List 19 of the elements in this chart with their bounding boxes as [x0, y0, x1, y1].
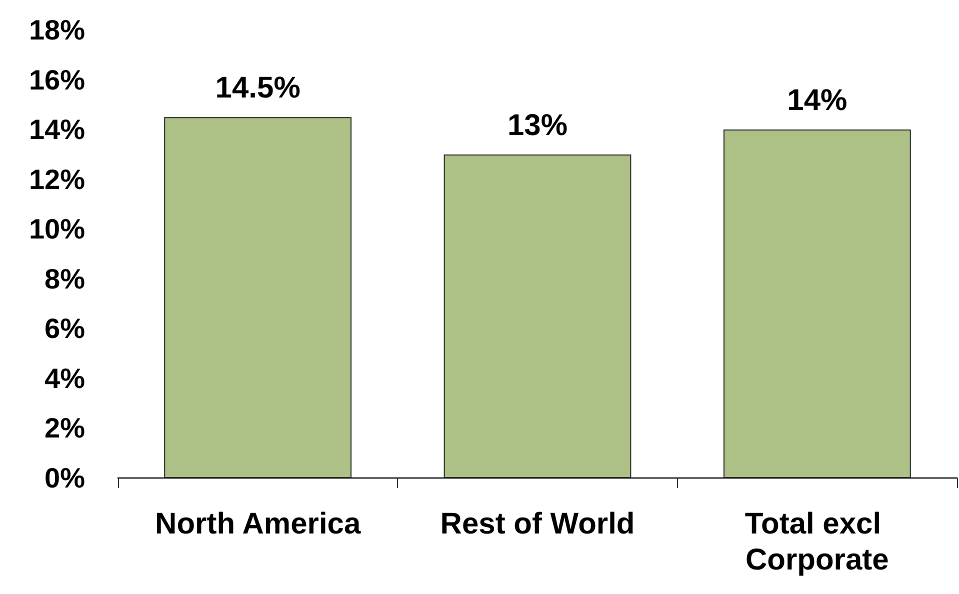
- y-tick-label: 6%: [44, 313, 86, 344]
- x-tick-label: Rest of World: [440, 508, 635, 540]
- y-tick-label: 10%: [28, 214, 86, 245]
- x-tick-label: Total excl Corporate: [744, 508, 890, 576]
- bar: [444, 154, 632, 478]
- x-tick-label: North America: [155, 508, 361, 540]
- bar: [164, 117, 352, 478]
- y-tick-label: 2%: [44, 412, 86, 444]
- y-tick-label: 16%: [28, 64, 86, 96]
- y-tick-label: 18%: [28, 14, 86, 46]
- y-tick-label: 0%: [44, 462, 86, 494]
- y-tick-label: 12%: [28, 164, 86, 195]
- y-tick-label: 4%: [44, 362, 86, 394]
- data-label: 14.5%: [215, 72, 300, 105]
- y-tick-label: 14%: [28, 114, 86, 146]
- y-tick-label: 8%: [44, 263, 86, 294]
- bar: [723, 130, 911, 478]
- data-label: 14%: [787, 84, 848, 118]
- data-label: 13%: [507, 108, 568, 142]
